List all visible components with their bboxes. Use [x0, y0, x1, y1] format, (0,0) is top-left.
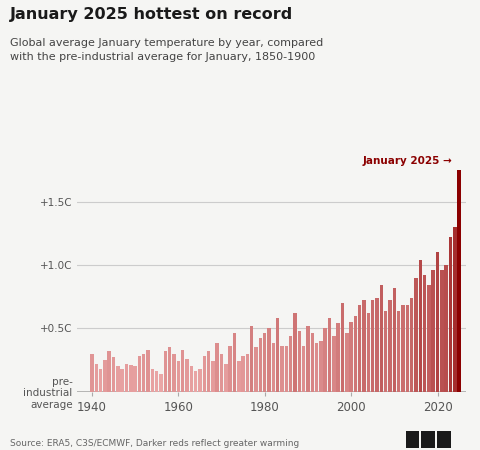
Bar — [401, 306, 405, 392]
Bar — [181, 350, 184, 392]
Bar — [380, 285, 383, 392]
Bar — [332, 336, 336, 392]
Bar — [129, 365, 132, 392]
Bar — [423, 275, 426, 392]
Bar — [302, 346, 305, 392]
Bar — [315, 343, 318, 392]
Bar — [133, 366, 137, 392]
Bar — [211, 361, 215, 392]
Bar — [250, 326, 253, 392]
Bar — [393, 288, 396, 392]
Bar — [146, 350, 150, 392]
Bar — [259, 338, 262, 392]
Bar — [108, 351, 111, 392]
Text: Global average January temperature by year, compared
with the pre-industrial ave: Global average January temperature by ye… — [10, 38, 323, 62]
Bar — [241, 356, 245, 392]
Bar — [362, 301, 366, 392]
Bar — [324, 328, 327, 392]
Bar — [280, 346, 284, 392]
Bar — [216, 343, 219, 392]
Bar — [358, 306, 361, 392]
Bar — [190, 366, 193, 392]
Bar — [237, 361, 240, 392]
Bar — [194, 371, 197, 392]
Bar — [276, 318, 279, 392]
Text: Source: ERA5, C3S/ECMWF, Darker reds reflect greater warming: Source: ERA5, C3S/ECMWF, Darker reds ref… — [10, 439, 299, 448]
Bar — [164, 351, 167, 392]
Bar — [349, 322, 353, 392]
Text: B: B — [425, 435, 432, 444]
Bar — [298, 331, 301, 392]
Bar — [341, 303, 344, 392]
Bar — [440, 270, 444, 392]
Bar — [112, 357, 115, 392]
Bar — [267, 328, 271, 392]
Bar — [151, 369, 154, 392]
Bar — [293, 313, 297, 392]
Bar — [120, 369, 124, 392]
Bar — [185, 359, 189, 392]
Bar — [90, 354, 94, 392]
Bar — [449, 237, 452, 392]
Bar — [224, 364, 228, 392]
Bar — [311, 333, 314, 392]
Bar — [246, 354, 249, 392]
Bar — [289, 336, 292, 392]
Bar — [138, 356, 141, 392]
Bar — [228, 346, 232, 392]
Text: January 2025 →: January 2025 → — [363, 156, 453, 166]
Bar — [220, 354, 223, 392]
Bar — [388, 301, 392, 392]
Bar — [410, 298, 413, 392]
Bar — [375, 298, 379, 392]
Bar — [432, 270, 435, 392]
Bar — [384, 310, 387, 392]
Bar — [397, 310, 400, 392]
Bar — [254, 347, 258, 392]
Bar — [233, 333, 236, 392]
Bar — [207, 351, 210, 392]
Bar — [457, 170, 461, 392]
Bar — [203, 356, 206, 392]
Bar — [306, 326, 310, 392]
Bar — [272, 343, 275, 392]
Bar — [263, 333, 266, 392]
Bar — [406, 306, 409, 392]
Bar — [125, 364, 128, 392]
Bar — [371, 301, 374, 392]
Bar — [177, 361, 180, 392]
Bar — [419, 260, 422, 392]
Bar — [103, 360, 107, 392]
Bar — [453, 227, 456, 392]
Bar — [354, 315, 357, 392]
Bar — [444, 265, 448, 392]
Bar — [345, 333, 348, 392]
Bar — [95, 364, 98, 392]
Bar — [159, 374, 163, 392]
Bar — [319, 341, 323, 392]
Bar — [168, 347, 171, 392]
Bar — [198, 369, 202, 392]
Bar — [285, 346, 288, 392]
Bar — [99, 369, 102, 392]
Bar — [116, 366, 120, 392]
Text: C: C — [441, 435, 447, 444]
Bar — [155, 371, 158, 392]
Bar — [436, 252, 439, 392]
Bar — [427, 285, 431, 392]
Bar — [414, 278, 418, 392]
Bar — [172, 354, 176, 392]
Text: B: B — [409, 435, 416, 444]
Bar — [336, 323, 340, 392]
Bar — [367, 313, 370, 392]
Text: January 2025 hottest on record: January 2025 hottest on record — [10, 7, 293, 22]
Bar — [142, 354, 145, 392]
Bar — [328, 318, 331, 392]
